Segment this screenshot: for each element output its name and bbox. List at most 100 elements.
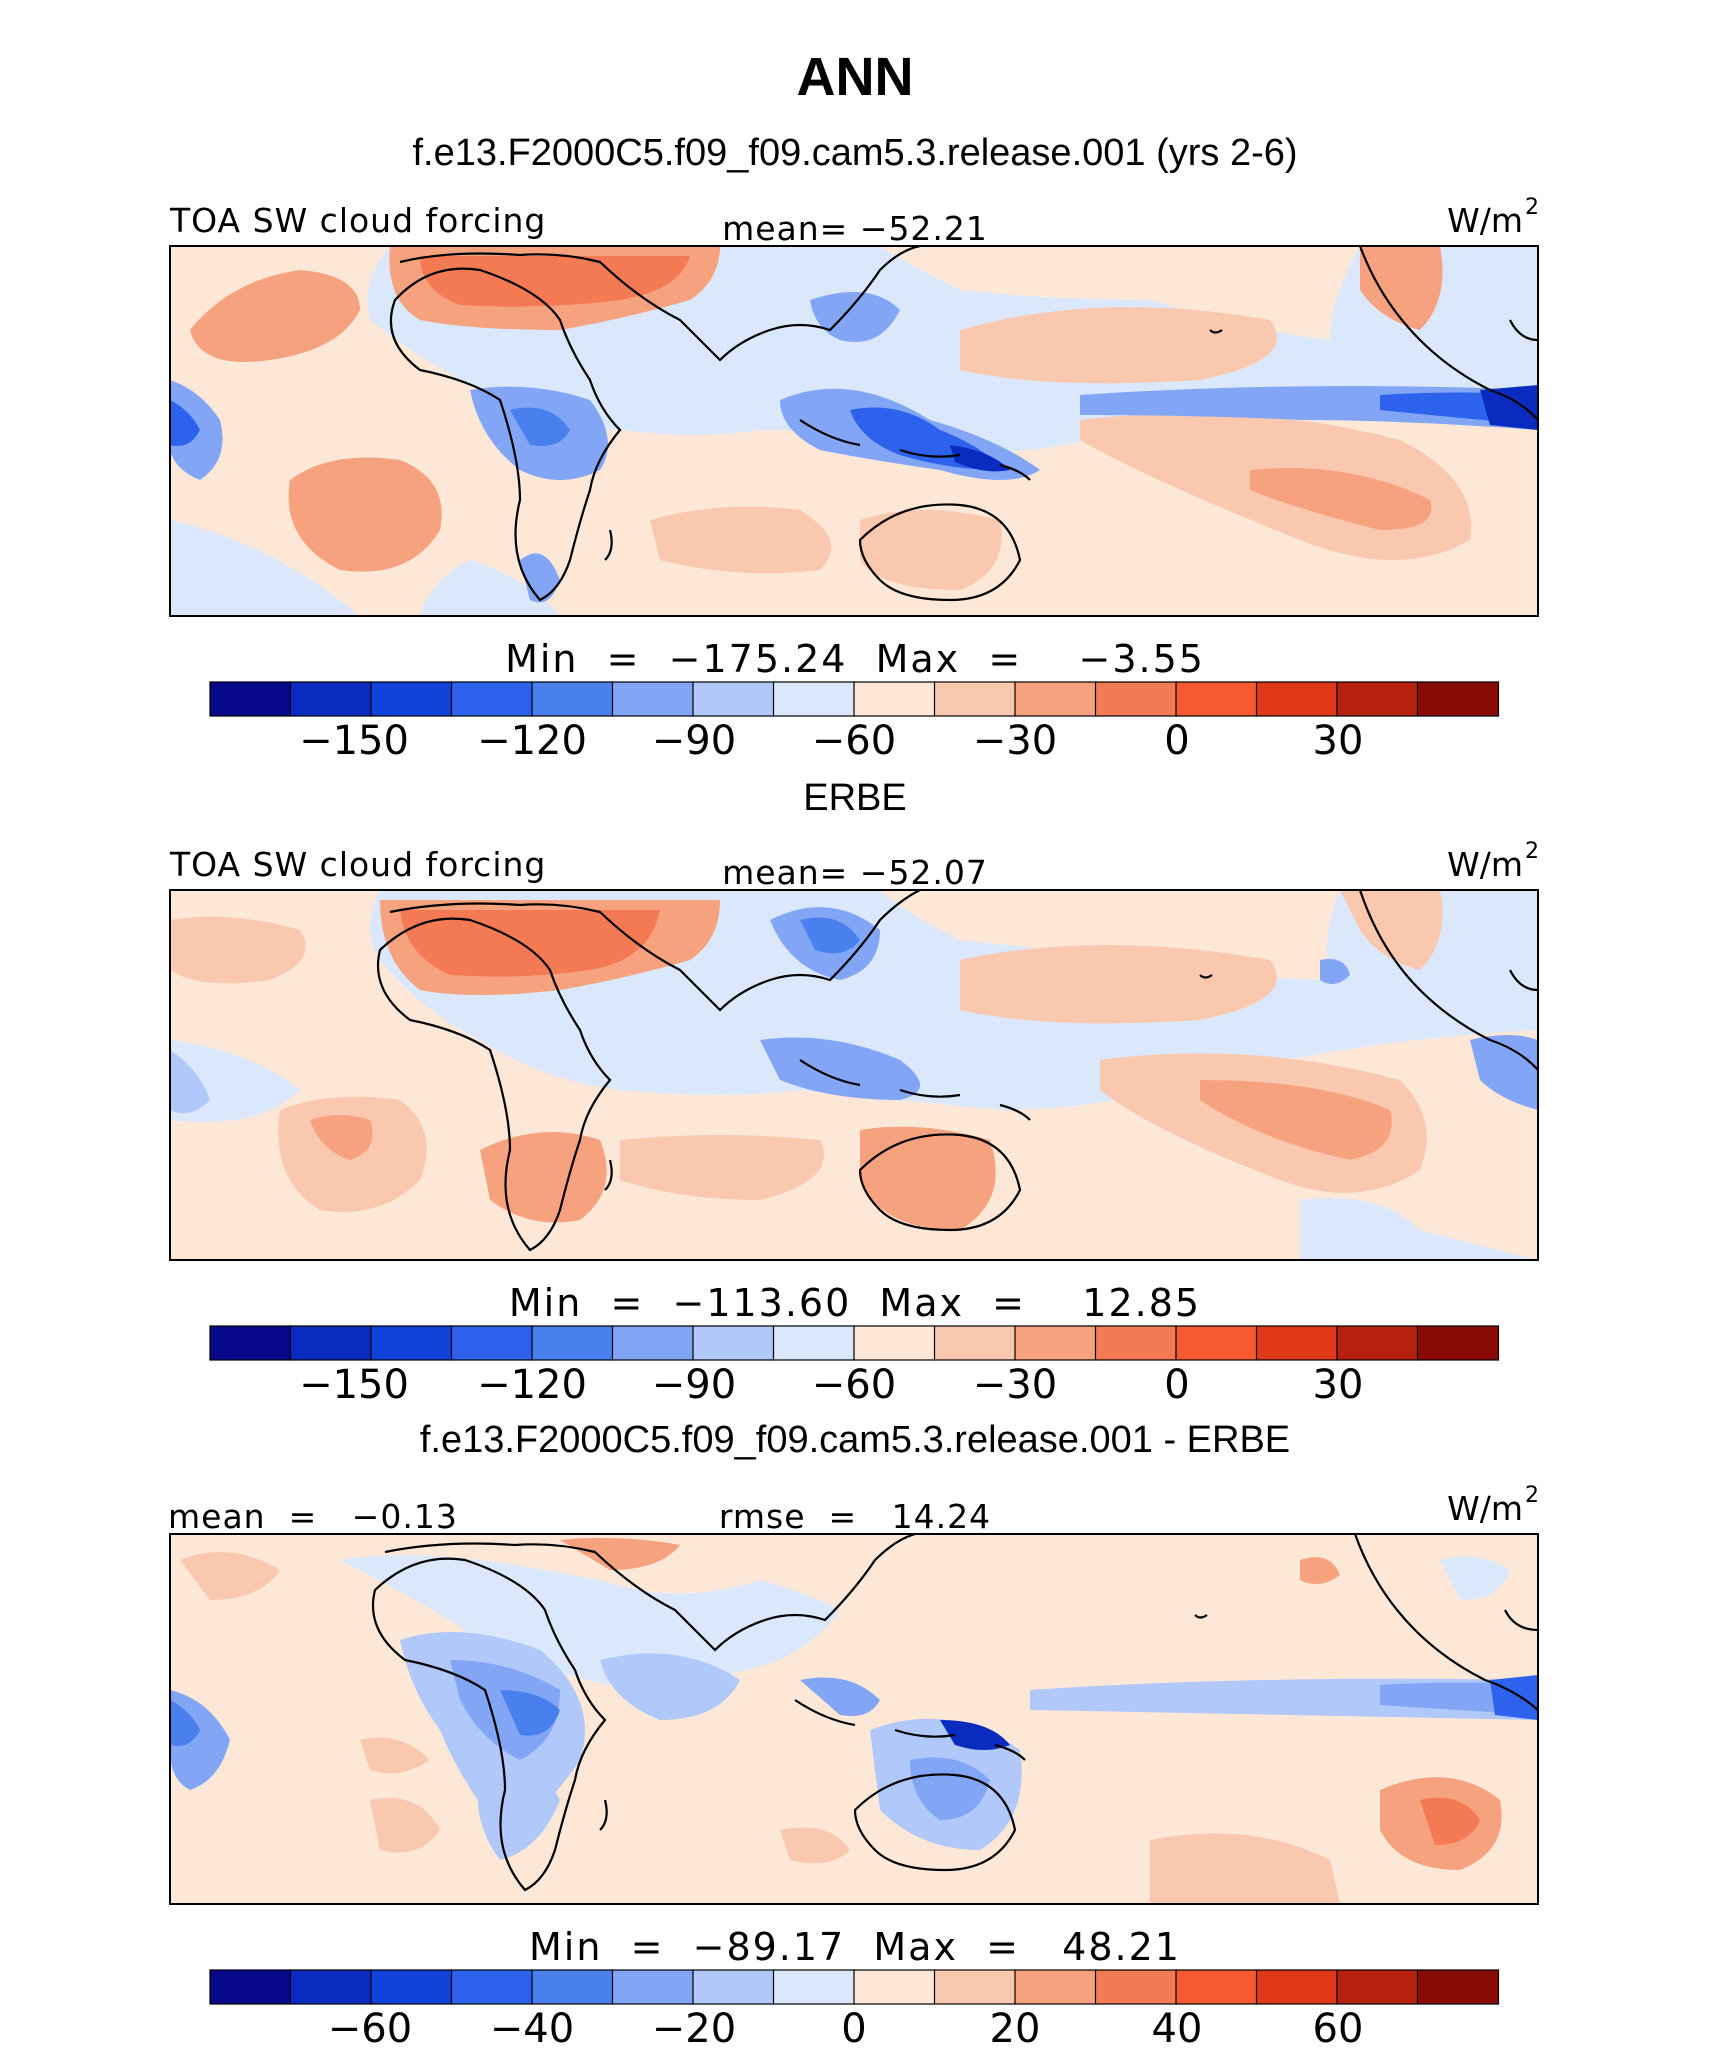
colorbar-swatch <box>1255 681 1339 717</box>
units-label: W/m <box>1447 845 1523 884</box>
colorbar-tick-label: −120 <box>477 718 587 764</box>
min-max-label: Min = −175.24 Max = −3.55 <box>505 637 1205 681</box>
colorbar-swatch <box>611 1325 695 1361</box>
colorbar <box>209 681 1500 717</box>
contour-fill <box>1480 385 1538 430</box>
colorbar-swatch <box>209 1969 292 2005</box>
colorbar-swatch <box>1094 1325 1178 1361</box>
colorbar-swatch <box>289 681 373 717</box>
colorbar-swatch <box>209 1325 292 1361</box>
colorbar-swatch <box>853 681 936 717</box>
colorbar-swatch <box>370 1969 453 2005</box>
colorbar-swatch <box>1416 681 1500 717</box>
contour-fill <box>288 457 442 572</box>
contour-fill <box>400 910 660 977</box>
panel-model: f.e13.F2000C5.f09_f09.cam5.3.release.001… <box>169 132 1539 764</box>
contour-fill <box>170 400 200 446</box>
contour-fill <box>1420 1797 1480 1845</box>
contour-fill <box>1250 468 1432 530</box>
colorbar-swatch <box>1416 1969 1500 2005</box>
map-plot <box>170 1534 1538 1904</box>
coastline-americas <box>1358 246 1538 421</box>
colorbar-swatch <box>531 1969 614 2005</box>
coastline-africa <box>371 1557 607 1892</box>
colorbar-swatch <box>1336 1325 1419 1361</box>
panel-heading: f.e13.F2000C5.f09_f09.cam5.3.release.001… <box>420 1419 1290 1461</box>
coastline-australia <box>853 1773 1017 1872</box>
colorbar-tick-label: −30 <box>973 718 1057 764</box>
colorbar-tick-label: 20 <box>990 2006 1041 2051</box>
contour-fill <box>1300 1198 1538 1260</box>
contour-fill <box>960 945 1277 1024</box>
coastline-eurasia <box>384 1534 916 1652</box>
colorbar-swatch <box>933 1325 1017 1361</box>
contour-fill <box>1440 1556 1510 1600</box>
colorbar <box>209 1325 1500 1361</box>
contour-fill <box>310 1115 373 1160</box>
colorbar-swatch <box>933 681 1017 717</box>
colorbar-swatch <box>450 1325 534 1361</box>
colorbar-ticks: −150 −120 −90 −60 −30 0 30 <box>299 718 1363 764</box>
contour-fill <box>510 407 570 446</box>
colorbar-swatch <box>209 681 292 717</box>
coastline-australia <box>858 1133 1022 1232</box>
mean-label: mean= −52.07 <box>722 853 988 892</box>
colorbar-tick-label: 0 <box>841 2006 866 2051</box>
units-superscript: 2 <box>1525 839 1539 864</box>
coastline-africa <box>376 917 612 1252</box>
colorbar-tick-label: 30 <box>1313 1362 1364 1408</box>
colorbar-tick-label: −30 <box>973 1362 1057 1408</box>
coastline-eurasia <box>389 890 921 1012</box>
coastline-americas <box>1358 890 1538 1071</box>
units-superscript: 2 <box>1525 1483 1539 1508</box>
min-max-label: Min = −113.60 Max = 12.85 <box>509 1281 1201 1325</box>
map-frame <box>169 245 1539 617</box>
colorbar-swatch <box>1175 681 1258 717</box>
colorbar-swatch <box>531 1325 614 1361</box>
panel-difference: f.e13.F2000C5.f09_f09.cam5.3.release.001… <box>168 1419 1539 2051</box>
min-max-label: Min = −89.17 Max = 48.21 <box>529 1925 1181 1969</box>
contour-fill <box>170 520 360 616</box>
colorbar-swatch <box>1255 1969 1339 2005</box>
colorbar-swatch <box>531 681 614 717</box>
colorbar-swatch <box>692 681 775 717</box>
contour-fill <box>1470 1035 1538 1110</box>
colorbar-tick-label: −150 <box>299 1362 409 1408</box>
mean-label: mean = −0.13 <box>168 1497 458 1536</box>
coastlines <box>371 1534 1538 1892</box>
colorbar-swatch <box>611 681 695 717</box>
contour-fill <box>190 270 360 362</box>
contour-fill <box>1200 1080 1392 1160</box>
map-frame <box>169 889 1539 1261</box>
coastlines <box>376 890 1538 1252</box>
contour-fill <box>860 510 1002 590</box>
panel-heading: ERBE <box>803 777 906 819</box>
colorbar-swatch <box>933 1969 1017 2005</box>
colorbar-tick-label: −60 <box>328 2006 412 2051</box>
colorbar-tick-label: 40 <box>1152 2006 1203 2051</box>
colorbar-tick-label: 60 <box>1313 2006 1364 2051</box>
colorbar-ticks: −60 −40 −20 0 20 40 60 <box>328 2006 1364 2051</box>
coastline-eurasia <box>399 246 921 362</box>
colorbar-swatch <box>1416 1325 1500 1361</box>
colorbar-swatch <box>692 1325 775 1361</box>
colorbar-tick-label: −150 <box>299 718 409 764</box>
mean-label: mean= −52.21 <box>722 209 988 248</box>
colorbar-swatch <box>611 1969 695 2005</box>
colorbar-swatch <box>450 1969 534 2005</box>
colorbar-ticks: −150 −120 −90 −60 −30 0 30 <box>299 1362 1363 1408</box>
contour-fill <box>960 307 1277 384</box>
units-superscript: 2 <box>1525 195 1539 220</box>
figure-title: ANN <box>797 47 914 107</box>
contour-fill <box>420 560 560 616</box>
contour-fill <box>500 1690 560 1736</box>
colorbar-tick-label: −40 <box>490 2006 574 2051</box>
coastlines <box>389 246 1538 602</box>
contour-fill <box>800 917 860 954</box>
contour-fill <box>560 1537 680 1570</box>
coastline-australia <box>858 503 1022 602</box>
colorbar-swatch <box>1175 1969 1258 2005</box>
contour-fill <box>810 292 900 342</box>
colorbar-swatch <box>772 1325 856 1361</box>
